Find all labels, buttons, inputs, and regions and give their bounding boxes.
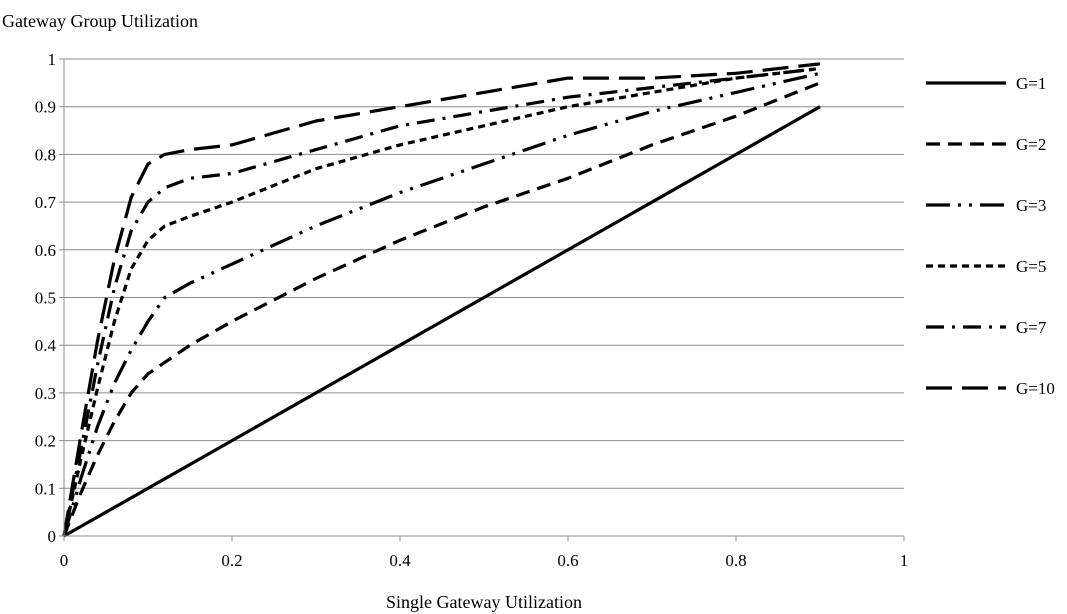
series-lines xyxy=(62,62,821,538)
legend-label: G=2 xyxy=(1016,135,1046,154)
y-axis-title: Gateway Group Utilization xyxy=(2,11,198,31)
series-line-g-5 xyxy=(62,66,821,537)
legend-label: G=10 xyxy=(1016,379,1055,398)
y-tick-label: 0.2 xyxy=(35,432,56,451)
series-line-g-2 xyxy=(62,81,821,537)
x-axis-title: Single Gateway Utilization xyxy=(386,592,582,612)
x-tick-label: 1 xyxy=(900,551,909,570)
series-line-g-7 xyxy=(62,66,821,537)
y-tick-label: 1 xyxy=(48,50,57,69)
y-tick-label: 0.3 xyxy=(35,384,56,403)
legend-label: G=7 xyxy=(1016,318,1047,337)
series-line-g-3 xyxy=(62,71,821,537)
x-tick-label: 0.2 xyxy=(221,551,242,570)
x-tick-label: 0 xyxy=(60,551,69,570)
y-tick-label: 0.9 xyxy=(35,98,56,117)
grid-lines xyxy=(64,58,904,489)
x-tick-label: 0.4 xyxy=(389,551,411,570)
x-tick-label: 0.8 xyxy=(725,551,746,570)
y-tick-label: 0 xyxy=(48,527,57,546)
legend-label: G=5 xyxy=(1016,257,1046,276)
y-tick-label: 0.8 xyxy=(35,145,56,164)
y-tick-label: 0.6 xyxy=(35,241,56,260)
series-line-g-10 xyxy=(62,62,821,537)
tick-labels: 0 0.1 0.2 0.3 0.4 0.5 0.6 0.7 0.8 0.9 1 0 0.2 0.4 0.6 0… xyxy=(35,50,909,570)
y-tick-label: 0.7 xyxy=(35,193,57,212)
x-tick-label: 0.6 xyxy=(557,551,578,570)
legend-label: G=3 xyxy=(1016,196,1046,215)
y-tick-label: 0.1 xyxy=(35,479,56,498)
series-line-g-1 xyxy=(63,105,821,538)
y-tick-label: 0.4 xyxy=(35,336,57,355)
legend-label: G=1 xyxy=(1016,74,1046,93)
y-tick-label: 0.5 xyxy=(35,289,56,308)
legend: G=1 G=2 G=3 G=5 G=7 G=10 xyxy=(926,74,1055,398)
